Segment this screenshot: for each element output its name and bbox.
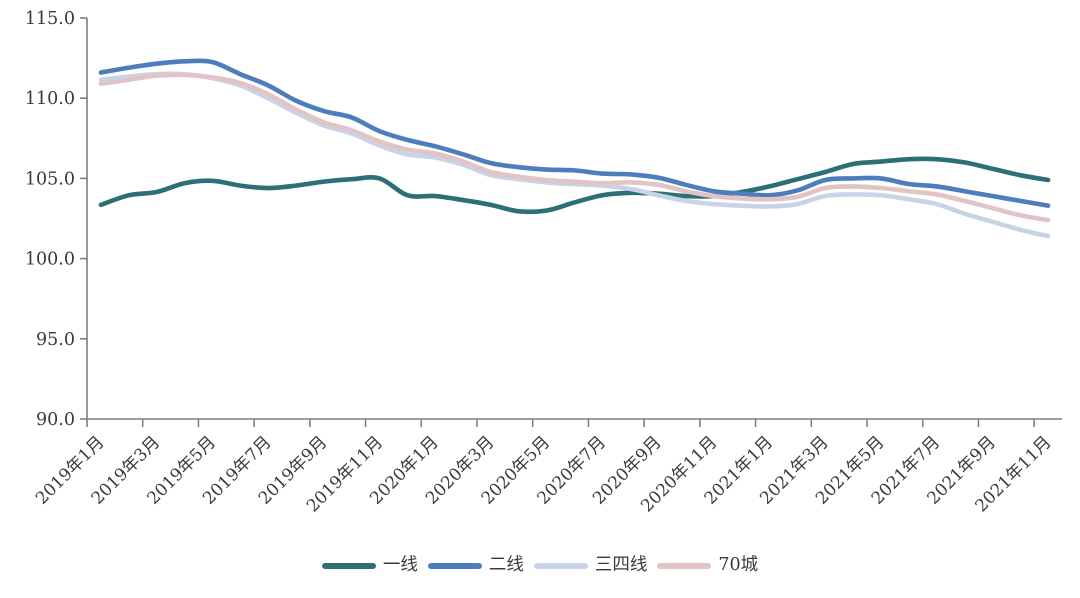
- series-line-first-tier: [98, 156, 1051, 215]
- legend-label-third-fourth-tier: 三四线: [594, 555, 648, 576]
- series-line-third-fourth-tier: [98, 71, 1051, 239]
- y-axis-tick-label: 90.0: [36, 410, 75, 430]
- legend-label-70-cities: 70城: [718, 555, 759, 576]
- legend-label-second-tier: 二线: [488, 555, 524, 576]
- line-chart-canvas: 115.0110.0105.0100.095.090.02019年1月2019年…: [25, 9, 1062, 516]
- series-line-second-tier: [98, 58, 1051, 208]
- series-line-70-cities: [98, 72, 1051, 223]
- legend-item-first-tier: 一线: [321, 555, 418, 576]
- legend-marker-70-cities-icon: [657, 563, 712, 569]
- legend-item-second-tier: 二线: [427, 555, 524, 576]
- legend-label-first-tier: 一线: [382, 555, 418, 576]
- y-axis-tick-label: 115.0: [25, 9, 75, 29]
- y-axis-tick-label: 110.0: [25, 89, 75, 109]
- y-axis-tick-label: 105.0: [25, 169, 75, 189]
- y-axis-tick-label: 95.0: [36, 330, 75, 350]
- legend-marker-third-fourth-tier-icon: [533, 563, 588, 569]
- y-axis-tick-label: 100.0: [25, 250, 75, 270]
- legend-item-third-fourth-tier: 三四线: [533, 555, 648, 576]
- legend-marker-second-tier-icon: [427, 563, 482, 569]
- chart-legend: 一线 二线 三四线 70城: [0, 546, 1080, 586]
- legend-marker-first-tier-icon: [321, 563, 376, 569]
- legend-item-70-cities: 70城: [657, 557, 758, 575]
